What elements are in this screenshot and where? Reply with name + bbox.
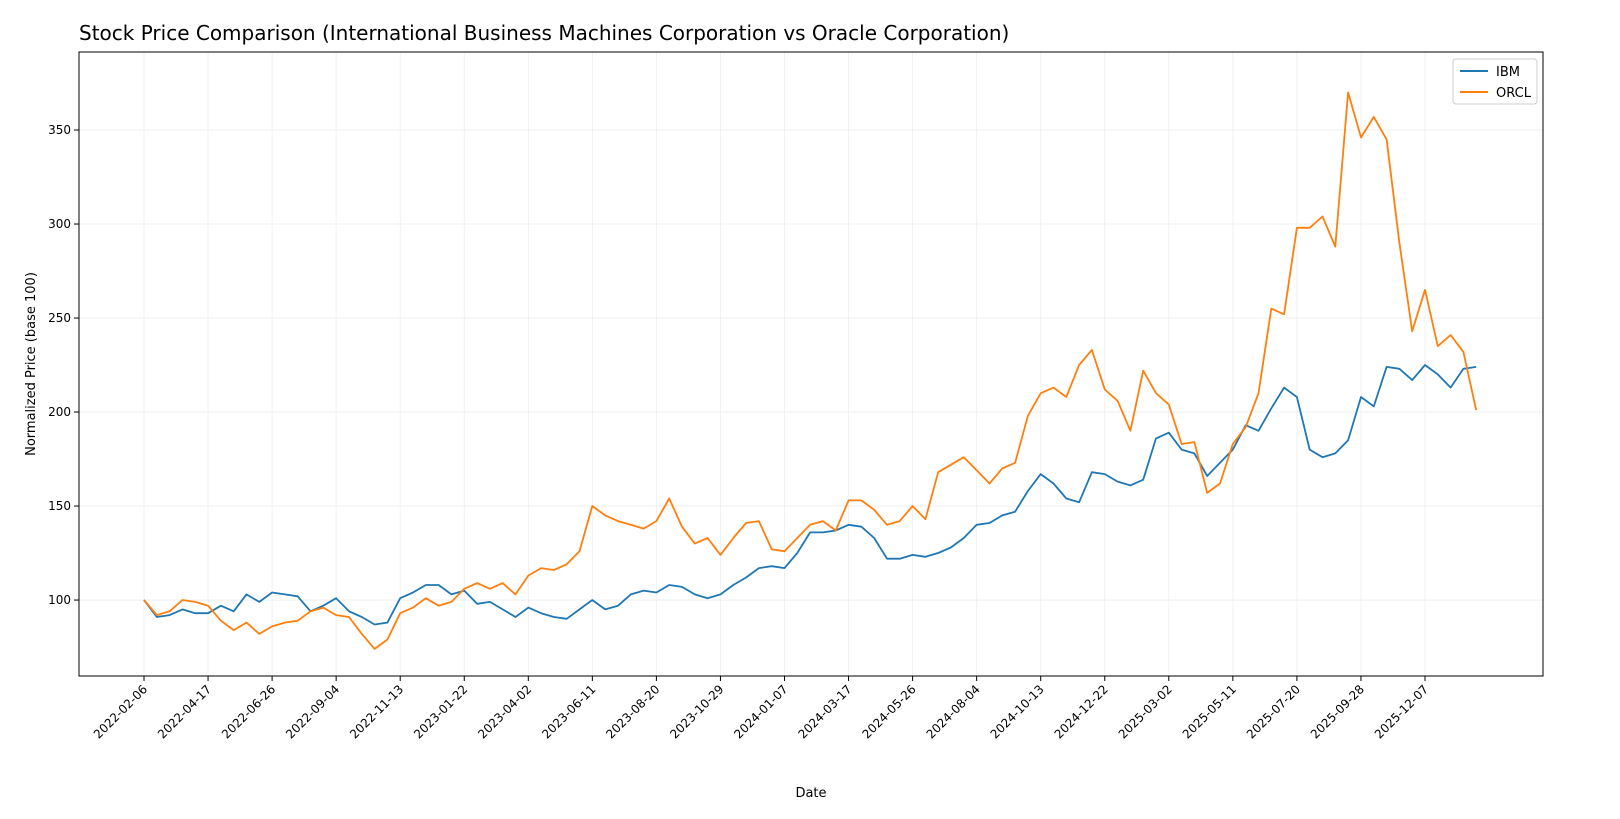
- series-lines: [143, 91, 1478, 650]
- y-tick-label: 200: [48, 405, 71, 419]
- y-tick-label: 100: [48, 593, 71, 607]
- legend-label-ibm: IBM: [1496, 65, 1520, 80]
- x-tick-label: 2024-08-04: [924, 682, 983, 741]
- y-tick-label: 350: [48, 123, 71, 137]
- x-tick-label: 2023-01-22: [411, 682, 470, 741]
- x-tick-label: 2022-04-17: [155, 682, 214, 741]
- x-tick-label: 2025-12-07: [1372, 682, 1431, 741]
- x-tick-label: 2023-04-02: [475, 682, 534, 741]
- plot-area-frame: [78, 51, 1544, 677]
- x-tick-label: 2024-01-07: [731, 682, 790, 741]
- series-line-ibm: [143, 364, 1477, 626]
- legend-label-orcl: ORCL: [1496, 86, 1532, 101]
- x-tick-label: 2022-06-26: [219, 682, 278, 741]
- chart-title: Stock Price Comparison (International Bu…: [79, 21, 1009, 45]
- x-tick-label: 2025-03-02: [1116, 682, 1175, 741]
- y-tick-label: 150: [48, 499, 71, 513]
- x-tick-label: 2023-06-11: [539, 682, 598, 741]
- x-tick-label: 2023-10-29: [667, 682, 726, 741]
- y-tick-label: 300: [48, 217, 71, 231]
- x-tick-label: 2025-09-28: [1308, 682, 1367, 741]
- x-tick-label: 2022-02-06: [91, 682, 150, 741]
- x-tick-label: 2025-05-11: [1180, 682, 1239, 741]
- x-tick-label: 2022-09-04: [283, 682, 342, 741]
- x-tick-label: 2023-08-20: [603, 682, 662, 741]
- y-axis-label: Normalized Price (base 100): [24, 272, 39, 456]
- grid: [79, 52, 1543, 676]
- x-tick-label: 2022-11-13: [347, 682, 406, 741]
- x-tick-label: 2024-12-22: [1052, 682, 1111, 741]
- x-axis: 2022-02-06 2022-04-17 2022-06-26 2022-09-04…: [91, 676, 1431, 741]
- x-tick-label: 2025-07-20: [1244, 682, 1303, 741]
- y-tick-label: 250: [48, 311, 71, 325]
- y-axis: 100 150 200 250 300 350: [48, 123, 79, 607]
- x-axis-label: Date: [795, 786, 826, 801]
- x-tick-label: 2024-03-17: [795, 682, 854, 741]
- series-line-orcl: [143, 91, 1478, 650]
- x-tick-label: 2024-05-26: [860, 682, 919, 741]
- x-tick-label: 2024-10-13: [988, 682, 1047, 741]
- legend: IBM ORCL: [1452, 58, 1538, 105]
